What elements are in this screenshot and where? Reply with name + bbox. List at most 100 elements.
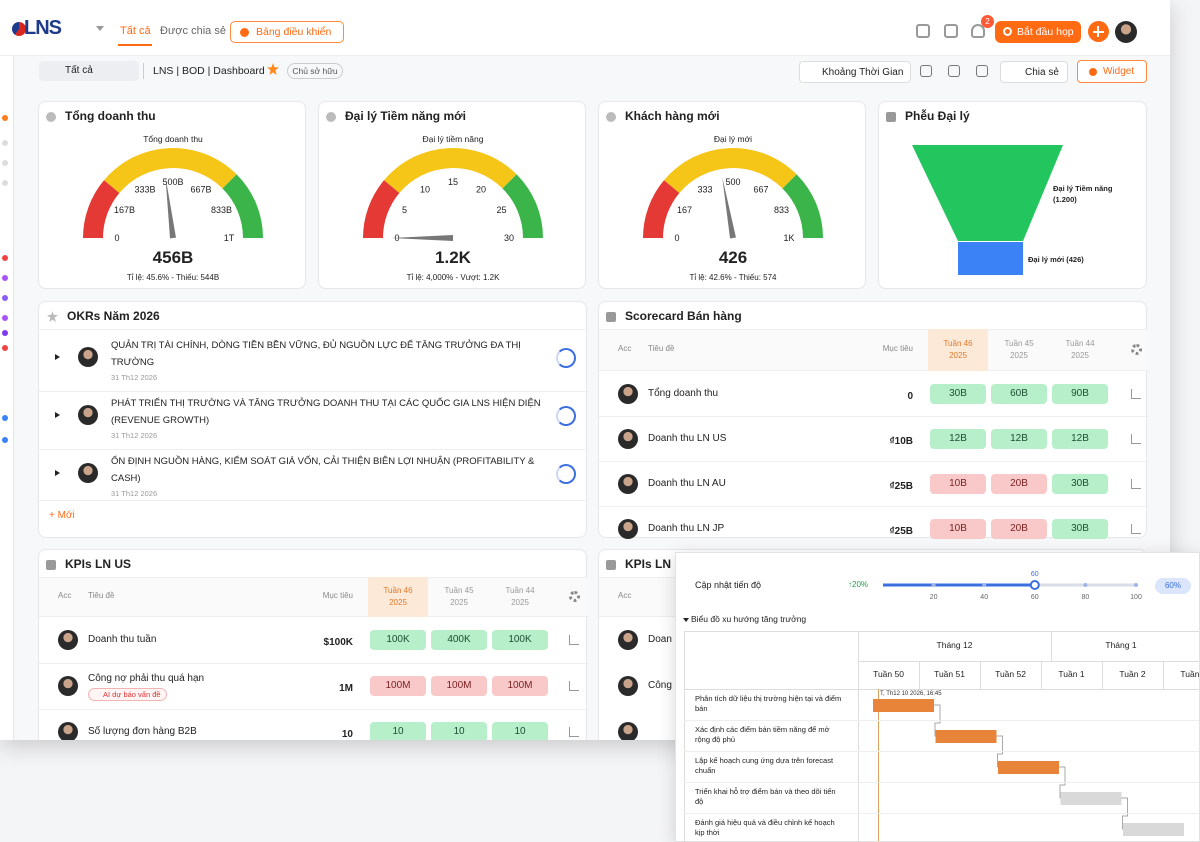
row-target: $100K	[323, 637, 353, 648]
col-header: Mục tiêu	[322, 591, 353, 600]
toolbar: Tất cả LNS | BOD | Dashboard Chủ sở hữu Kho…	[14, 56, 1170, 90]
score-cell: 12B	[1052, 428, 1108, 449]
score-cell: 12B	[930, 428, 986, 449]
tab[interactable]: Được chia sẻ	[160, 25, 226, 37]
task-label: Đánh giá hiệu quả và điều chỉnh kế hoạch…	[695, 818, 835, 837]
col-header: Tuần 45 2025	[1004, 339, 1034, 360]
chart-icon[interactable]	[1131, 478, 1141, 489]
funnel	[912, 145, 1063, 275]
gantt-grid	[684, 631, 1199, 841]
add-okr[interactable]: + Mới	[49, 510, 75, 521]
avatar	[58, 722, 78, 740]
widget-button[interactable]: Widget	[1077, 60, 1147, 83]
card-icon	[606, 112, 616, 122]
gantt-today-line	[878, 689, 879, 841]
chart-icon[interactable]	[1131, 523, 1141, 534]
gauge-footer: Tỉ lệ: 42.6% - Thiếu: 574	[689, 273, 777, 282]
expand-caret[interactable]	[55, 412, 60, 418]
avatar	[618, 630, 638, 650]
funnel-stage	[912, 145, 1063, 241]
task-label: Xác định các điểm bán tiềm năng để mở rộ…	[695, 725, 830, 744]
chart-icon[interactable]	[1131, 388, 1141, 399]
header-icon[interactable]	[916, 24, 930, 38]
row-title: Doanh thu tuần	[88, 634, 157, 645]
gauge-tick-label: 25	[496, 205, 506, 215]
gauge: 051015202530	[363, 147, 543, 243]
tab-active[interactable]: Tất cả	[120, 25, 151, 37]
gauge-band	[222, 174, 263, 238]
section-caret[interactable]	[683, 618, 689, 622]
chart-icon[interactable]	[569, 727, 579, 737]
toolbar-icon[interactable]	[976, 65, 988, 77]
score-cell: 100M	[370, 676, 426, 696]
gauge-tick-label: 0	[114, 233, 119, 243]
breadcrumb: LNS | BOD | Dashboard	[153, 65, 265, 77]
row-title: Tổng doanh thu	[648, 387, 719, 399]
row-target: ₫25B	[889, 525, 913, 537]
week-label: Tuần 3	[1180, 669, 1200, 679]
gauge-tick-label: 167B	[114, 205, 135, 215]
header-icon[interactable]	[944, 24, 958, 38]
row-target: 10	[341, 729, 353, 740]
share-button[interactable]: Chia sẻ	[1000, 61, 1068, 83]
meeting-button[interactable]: Bắt đầu họp	[995, 21, 1081, 43]
bell-icon[interactable]	[971, 24, 985, 38]
task-label: Phân tích dữ liệu thị trường hiện tại và…	[695, 694, 842, 713]
gantt-col-line	[1102, 661, 1103, 689]
chart-icon[interactable]	[1131, 433, 1141, 444]
sidebar-dot	[2, 140, 8, 146]
week-highlight	[928, 329, 988, 371]
task-label: Triển khai hỗ trợ điểm bán và theo dõi t…	[695, 787, 836, 806]
chart-icon[interactable]	[569, 635, 579, 645]
month-label: Tháng 12	[936, 640, 973, 650]
gantt-panel: Cập nhật tiến độ ↑20% 20 40 60 80 100 60 60% Biểu…	[675, 552, 1200, 842]
avatar	[618, 518, 638, 539]
slider-tick-label: 100	[1130, 594, 1142, 601]
gauge-tick-label: 1T	[224, 233, 235, 243]
chart-icon[interactable]	[569, 681, 579, 691]
dashboard-button[interactable]: Bảng điều khiển	[230, 21, 344, 43]
col-header: Tuần 44 2025	[505, 586, 535, 607]
row-target: ₫25B	[889, 480, 913, 492]
row-title: Doanh thu LN AU	[648, 477, 726, 489]
row-title: Doan	[648, 634, 672, 645]
expand-caret[interactable]	[55, 354, 60, 360]
progress-start: ↑20%	[848, 580, 869, 589]
gauge-tick-label: 333	[697, 185, 712, 195]
slider-tick	[931, 583, 936, 587]
card-icon	[326, 112, 336, 122]
row-divider	[599, 416, 1148, 417]
toolbar-icon[interactable]	[948, 65, 960, 77]
row-title: Số lượng đơn hàng B2B	[88, 726, 197, 737]
time-range-button[interactable]: Khoảng Thời Gian	[799, 61, 911, 83]
progress-ring	[556, 348, 576, 368]
filter-pill[interactable]: Tất cả	[39, 61, 139, 81]
score-cell: 20B	[991, 518, 1047, 539]
card-title: Tổng doanh thu	[65, 109, 156, 123]
col-header: Acc	[618, 591, 632, 600]
avatar	[78, 347, 98, 367]
gauge-tick-label: 833B	[211, 205, 232, 215]
logo-caret	[96, 26, 104, 32]
gauge-card: Khách hàng mới Đại lý mới 0 167 333 500 667 833…	[598, 101, 866, 289]
gauge-tick-label: 333B	[134, 185, 155, 195]
slider-tick	[982, 583, 987, 587]
settings-icon[interactable]	[1131, 344, 1142, 355]
toolbar-icon[interactable]	[920, 65, 932, 77]
score-cell: 30B	[1052, 518, 1108, 539]
gantt-row-line	[858, 661, 1199, 662]
progress-label: Cập nhật tiến độ	[695, 580, 762, 590]
add-plus-v	[1097, 26, 1099, 37]
expand-caret[interactable]	[55, 470, 60, 476]
row-title: Công nợ phải thu quá hạn	[88, 673, 205, 684]
settings-icon[interactable]	[569, 591, 580, 602]
slider-tick-label: 60	[1031, 594, 1039, 601]
score-cell: 10B	[930, 518, 986, 539]
gantt-row-line	[684, 689, 1199, 690]
divider	[143, 63, 144, 79]
tab-underline	[118, 44, 152, 46]
gauge-band	[83, 180, 120, 238]
col-header: Tuần 46 2025	[943, 339, 973, 360]
